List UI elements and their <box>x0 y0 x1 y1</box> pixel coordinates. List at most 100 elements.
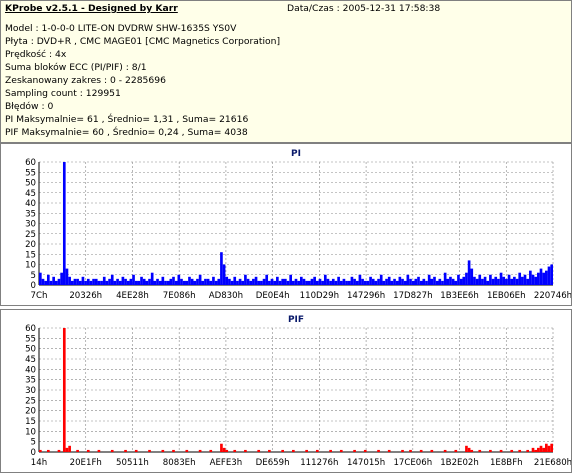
pi-x-tick: 110D29h <box>300 291 339 301</box>
pi-bar <box>414 278 418 285</box>
pi-bar <box>313 276 316 285</box>
pi-bar <box>225 276 229 285</box>
pi-y-tick: 35 <box>25 209 36 219</box>
pi-bar <box>406 274 410 285</box>
pi-bar <box>297 280 300 285</box>
pif-bar <box>209 449 213 452</box>
info-scan-range: Zeskanowany zakres : 0 - 2285696 <box>5 75 166 86</box>
pi-bar <box>193 280 197 285</box>
pi-bar <box>118 280 122 285</box>
pi-bar <box>478 274 482 285</box>
pi-bar <box>257 280 261 285</box>
pi-bar <box>467 260 471 285</box>
pif-bar <box>478 449 482 452</box>
pi-bar <box>108 278 111 285</box>
pi-bar <box>260 280 263 285</box>
pi-bar <box>44 280 47 285</box>
pi-bar <box>425 280 428 285</box>
pif-bar <box>526 449 530 452</box>
pif-x-tick: DE659h <box>256 458 290 468</box>
pif-bar <box>244 449 247 452</box>
pi-bar <box>278 280 282 285</box>
info-ecc-blocks: Suma bloków ECC (PI/PIF) : 8/1 <box>5 62 147 73</box>
pi-bar <box>331 278 335 285</box>
pif-y-tick: 0 <box>31 448 36 458</box>
pi-bar <box>523 274 527 285</box>
pi-bar <box>244 274 247 285</box>
pif-x-tick: 20E1Fh <box>70 458 102 468</box>
pi-bar <box>198 274 202 285</box>
pi-x-tick: 7Ch <box>31 291 48 301</box>
pi-bar <box>481 278 484 285</box>
pi-bar <box>446 278 450 285</box>
pi-bar <box>177 274 181 285</box>
pi-bar <box>334 280 338 285</box>
pi-bar <box>449 276 452 285</box>
pi-bar <box>350 276 354 285</box>
pi-bar <box>462 276 466 285</box>
pi-bar <box>369 276 372 285</box>
pi-bar <box>196 278 199 285</box>
pi-y-tick: 40 <box>25 199 36 209</box>
pif-y-tick: 30 <box>25 386 36 396</box>
pi-y-tick: 20 <box>25 240 36 250</box>
pi-bar <box>489 274 492 285</box>
pi-bar <box>65 268 69 285</box>
pif-x-tick: 147015h <box>347 458 385 468</box>
pif-bar <box>387 449 391 452</box>
pi-bar <box>505 278 508 285</box>
pi-bar <box>89 280 93 285</box>
pif-bar <box>268 449 271 452</box>
pi-bar <box>110 274 114 285</box>
pi-bar <box>145 280 149 285</box>
pi-bar <box>102 276 106 285</box>
pi-bar <box>398 276 402 285</box>
pi-bar <box>347 280 351 285</box>
pi-bar <box>113 280 117 285</box>
pi-y-tick: 45 <box>25 189 36 199</box>
pif-x-tick: 14h <box>31 458 47 468</box>
pi-bar <box>156 278 159 285</box>
pi-bar <box>385 278 388 285</box>
pi-bar <box>515 278 519 285</box>
pi-bar <box>417 276 420 285</box>
pi-bar <box>497 278 500 285</box>
pi-bar <box>217 278 221 285</box>
pif-x-tick: 1E8BFh <box>490 458 523 468</box>
pi-bar <box>254 276 258 285</box>
pi-bar <box>302 278 306 285</box>
pi-x-tick: 1EB06Eh <box>487 291 526 301</box>
pi-bar <box>140 276 143 285</box>
pi-bar <box>52 276 55 285</box>
app-title: KProbe v2.5.1 - Designed by Karr <box>5 3 178 14</box>
pi-bar <box>190 278 194 285</box>
pi-bar <box>188 276 191 285</box>
pi-bar <box>57 278 61 285</box>
pif-bar <box>172 449 175 452</box>
pi-y-tick: 25 <box>25 230 36 240</box>
pi-bar <box>531 274 535 285</box>
pi-bar <box>459 278 463 285</box>
pif-bar <box>363 449 367 452</box>
pif-bar <box>233 449 237 452</box>
info-panel: KProbe v2.5.1 - Designed by Karr Data/Cz… <box>0 0 572 143</box>
pif-bar <box>97 449 101 452</box>
pi-bar <box>483 276 487 285</box>
pi-bar <box>318 278 322 285</box>
info-speed: Prędkość : 4x <box>5 49 67 60</box>
pif-bar <box>470 449 474 452</box>
pif-bar <box>86 449 90 452</box>
pi-x-tick: 7E086h <box>163 291 196 301</box>
pi-bar <box>550 264 553 285</box>
pif-y-tick: 35 <box>25 376 36 386</box>
pif-x-tick: 17CE06h <box>393 458 432 468</box>
pi-bar <box>206 278 210 285</box>
pi-bar <box>329 280 332 285</box>
pif-y-tick: 55 <box>25 334 36 344</box>
pi-bar <box>134 280 138 285</box>
pi-y-tick: 60 <box>25 158 36 168</box>
pif-bar <box>467 447 471 452</box>
pi-bar <box>441 280 444 285</box>
pi-bar <box>142 278 146 285</box>
pi-bar <box>94 278 98 285</box>
